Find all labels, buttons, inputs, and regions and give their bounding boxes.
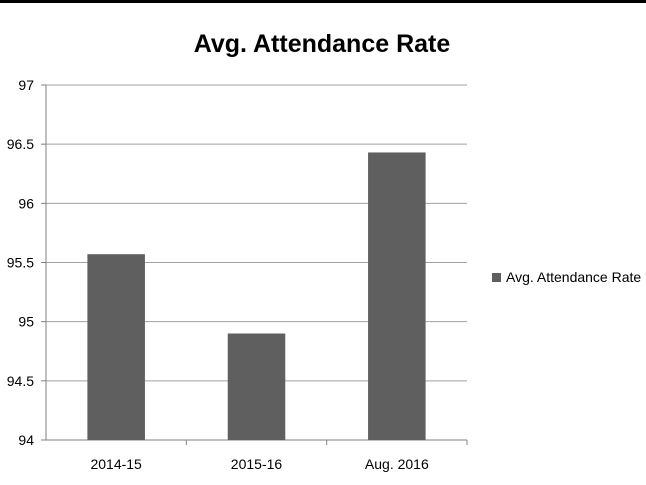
legend-swatch [492, 273, 501, 282]
y-tick-label: 94.5 [7, 373, 34, 389]
y-tick-label: 96.5 [7, 136, 34, 152]
y-tick-label: 94 [18, 432, 34, 448]
y-tick-label: 96 [18, 195, 34, 211]
y-tick-label: 97 [18, 77, 34, 93]
bar [368, 152, 426, 440]
y-tick-label: 95.5 [7, 255, 34, 271]
top-rule [0, 0, 646, 3]
legend: Avg. Attendance Rate [492, 269, 641, 285]
x-axis-ticks: 2014-15 2015-16 Aug. 2016 [90, 456, 428, 472]
chart-title: Avg. Attendance Rate [194, 30, 451, 58]
bars [87, 152, 426, 440]
x-tick-label: 2015-16 [231, 456, 283, 472]
y-axis-ticks: 94 94.5 95 95.5 96 96.5 97 [7, 77, 34, 448]
bar [87, 254, 145, 440]
x-tick-label: Aug. 2016 [365, 456, 429, 472]
x-tick-label: 2014-15 [90, 456, 142, 472]
y-tick-label: 95 [18, 314, 34, 330]
bar [227, 333, 286, 440]
legend-label: Avg. Attendance Rate [506, 269, 641, 285]
